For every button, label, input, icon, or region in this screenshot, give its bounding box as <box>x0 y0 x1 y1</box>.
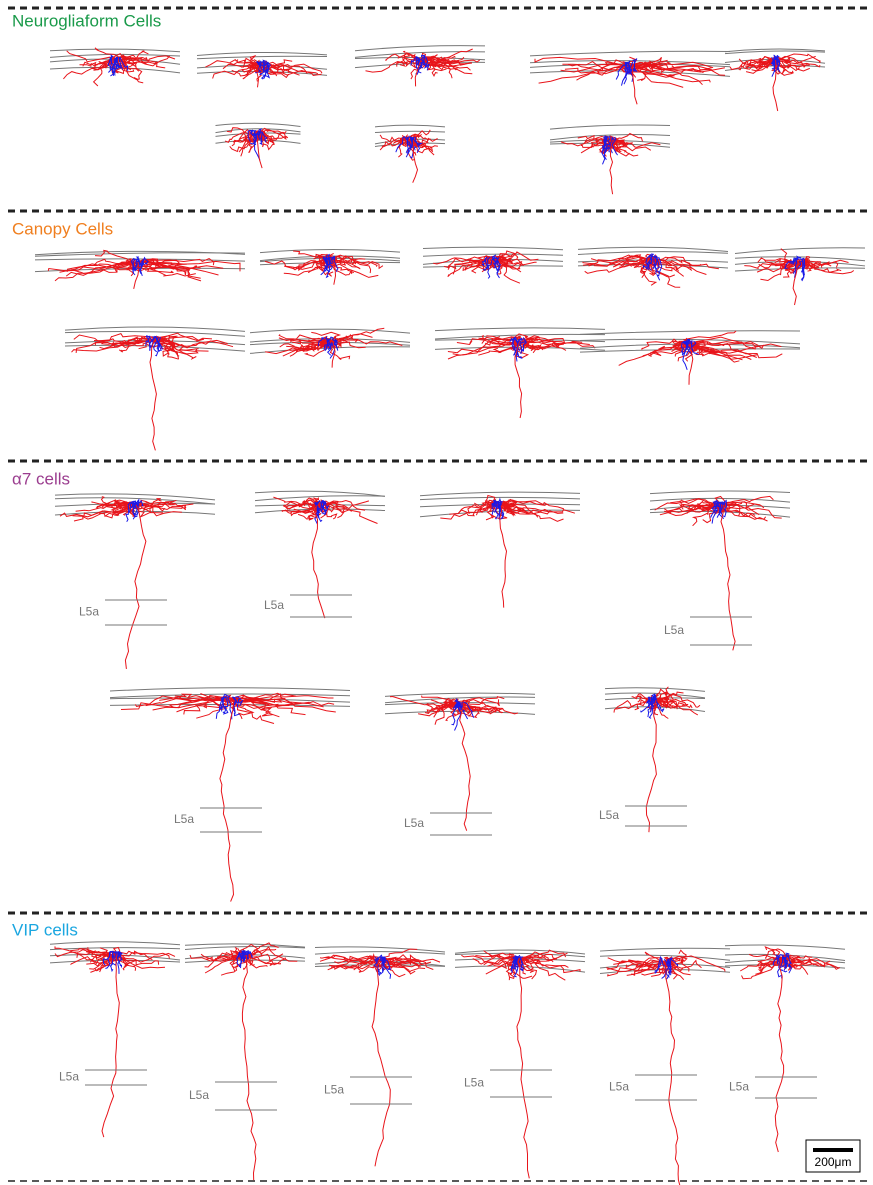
layer-label: L5a <box>59 1070 79 1084</box>
section-title: Canopy Cells <box>12 219 113 238</box>
layer-label: L5a <box>464 1076 484 1090</box>
layer-label: L5a <box>664 623 684 637</box>
layer-label: L5a <box>174 812 194 826</box>
section-title: VIP cells <box>12 920 78 939</box>
layer-label: L5a <box>264 598 284 612</box>
layer-label: L5a <box>189 1088 209 1102</box>
background <box>0 0 873 1185</box>
section-title: α7 cells <box>12 469 70 488</box>
layer-label: L5a <box>404 816 424 830</box>
layer-label: L5a <box>609 1080 629 1094</box>
figure: 200μm L5a L5a L5a L5a L5a L5a L5a L5a L5a L5a L5a L… <box>0 0 873 1185</box>
layer-label: L5a <box>79 605 99 619</box>
section-title: Neurogliaform Cells <box>12 11 161 30</box>
layer-label: L5a <box>324 1083 344 1097</box>
scale-label: 200μm <box>815 1155 852 1169</box>
layer-label: L5a <box>729 1080 749 1094</box>
layer-label: L5a <box>599 808 619 822</box>
